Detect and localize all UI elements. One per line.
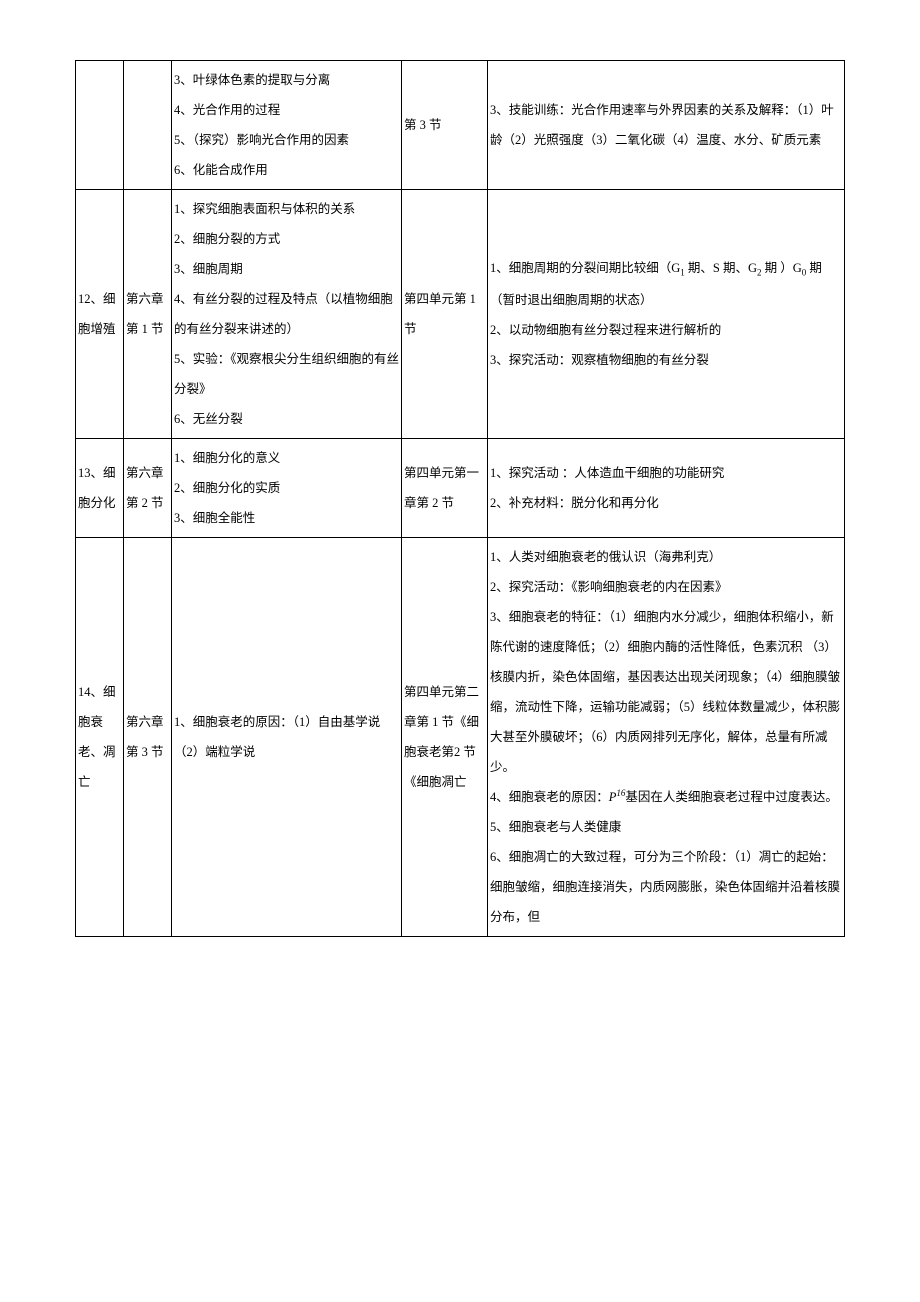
cell-content-a: 1、细胞衰老的原因：（1）自由基学说（2）端粒学说 xyxy=(172,538,402,937)
cell-content-a: 1、细胞分化的意义2、细胞分化的实质3、细胞全能性 xyxy=(172,439,402,538)
cell-chapter-b: 第四单元第二章第 1 节《细胞衰老第2 节《细胞凋亡 xyxy=(402,538,488,937)
cell-topic xyxy=(76,61,124,190)
cell-topic: 12、细胞增殖 xyxy=(76,190,124,439)
table-row: 13、细胞分化 第六章第 2 节 1、细胞分化的意义2、细胞分化的实质3、细胞全… xyxy=(76,439,845,538)
table-row: 14、细胞衰老、凋亡 第六章第 3 节 1、细胞衰老的原因：（1）自由基学说（2… xyxy=(76,538,845,937)
cell-content-b: 1、探究活动 ：人体造血干细胞的功能研究2、补充材料：脱分化和再分化 xyxy=(488,439,845,538)
cell-chapter-b: 第 3 节 xyxy=(402,61,488,190)
cell-content-b: 1、人类对细胞衰老的俄认识（海弗利克）2、探究活动：《影响细胞衰老的内在因素》3… xyxy=(488,538,845,937)
cell-topic: 13、细胞分化 xyxy=(76,439,124,538)
cell-content-a: 3、叶绿体色素的提取与分离4、光合作用的过程5、（探究）影响光合作用的因素6、化… xyxy=(172,61,402,190)
cell-chapter-a: 第六章第 3 节 xyxy=(124,538,172,937)
table-row: 12、细胞增殖 第六章第 1 节 1、探究细胞表面积与体积的关系2、细胞分裂的方… xyxy=(76,190,845,439)
cell-chapter-a: 第六章第 2 节 xyxy=(124,439,172,538)
cell-chapter-b: 第四单元第一章第 2 节 xyxy=(402,439,488,538)
table-row: 3、叶绿体色素的提取与分离4、光合作用的过程5、（探究）影响光合作用的因素6、化… xyxy=(76,61,845,190)
cell-content-a: 1、探究细胞表面积与体积的关系2、细胞分裂的方式3、细胞周期4、有丝分裂的过程及… xyxy=(172,190,402,439)
cell-topic: 14、细胞衰老、凋亡 xyxy=(76,538,124,937)
cell-chapter-b: 第四单元第 1 节 xyxy=(402,190,488,439)
table-body: 3、叶绿体色素的提取与分离4、光合作用的过程5、（探究）影响光合作用的因素6、化… xyxy=(76,61,845,937)
cell-chapter-a: 第六章第 1 节 xyxy=(124,190,172,439)
cell-content-b: 1、细胞周期的分裂间期比较细（G1 期、S 期、G2 期 ）G0 期（暂时退出细… xyxy=(488,190,845,439)
cell-content-b: 3、技能训练：光合作用速率与外界因素的关系及解释：（1）叶龄（2）光照强度（3）… xyxy=(488,61,845,190)
textbook-comparison-table: 3、叶绿体色素的提取与分离4、光合作用的过程5、（探究）影响光合作用的因素6、化… xyxy=(75,60,845,937)
cell-chapter-a xyxy=(124,61,172,190)
